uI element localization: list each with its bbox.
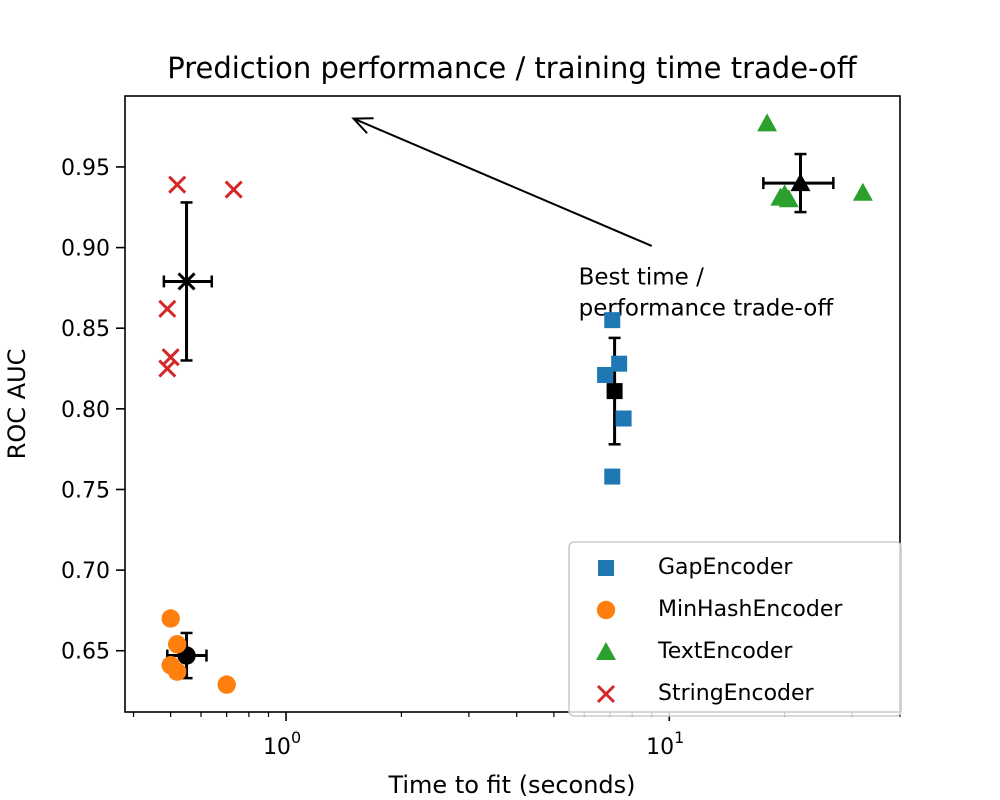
y-tick-label: 0.95 [61,156,110,181]
y-tick-label: 0.85 [61,317,110,342]
annotation-text-line: performance trade-off [579,296,835,322]
chart-title: Prediction performance / training time t… [167,51,858,85]
gapencoder-point [615,410,632,427]
stringencoder-point [158,299,177,318]
scatter-points [158,113,873,694]
gapencoder-point [604,312,621,329]
plot-area [124,95,901,713]
y-tick-label: 0.65 [61,640,110,665]
y-axis: 0.65 0.70 0.75 0.80 0.85 0.90 0.95 [61,156,125,665]
x-tick-exponent: 0 [291,728,301,747]
legend-marker-gapencoder [598,560,614,576]
textencoder-point [757,113,778,132]
annotation-arrow-line [353,117,653,247]
minhashencoder-point [161,609,180,628]
y-tick-label: 0.80 [61,398,110,423]
gapencoder-point [597,366,614,383]
gapencoder-mean-marker [606,383,623,400]
minhashencoder-point [168,662,187,681]
x-axis-label: Time to fit (seconds) [387,771,635,799]
y-tick-label: 0.70 [61,559,110,584]
legend-entry-stringencoder: StringEncoder [596,681,815,706]
annotation-arrow-head [351,117,374,134]
legend: GapEncoder MinHashEncoder TextEncoder Strin… [568,541,902,717]
legend-box [568,541,902,717]
legend-entry-minhashencoder: MinHashEncoder [596,597,843,622]
y-tick-label: 0.90 [61,237,110,262]
plot-frame [124,95,901,713]
y-tick-label: 0.75 [61,478,110,503]
legend-label-stringencoder: StringEncoder [658,681,815,706]
stringencoder-point [158,359,177,378]
stringencoder-point [224,180,243,199]
stringencoder-mean-marker [177,272,196,291]
legend-label-minhashencoder: MinHashEncoder [658,597,843,622]
y-axis-label: ROC AUC [3,349,31,460]
stringencoder-point [161,348,180,367]
annotation: Best time / performance trade-off [351,117,835,322]
gapencoder-point [611,355,628,372]
legend-label-gapencoder: GapEncoder [658,555,793,580]
legend-marker-stringencoder [596,684,616,704]
legend-entry-gapencoder: GapEncoder [598,555,793,580]
x-tick-exponent: 1 [674,728,684,747]
textencoder-point [852,182,873,201]
stringencoder-point [168,175,187,194]
minhashencoder-point [168,635,187,654]
gapencoder-point [604,468,621,485]
legend-label-textencoder: TextEncoder [657,639,793,664]
legend-entry-textencoder: TextEncoder [596,639,793,664]
legend-marker-textencoder [596,642,616,660]
textencoder-mean-marker [790,173,811,192]
legend-marker-minhashencoder [596,600,616,620]
minhashencoder-point [217,675,236,694]
textencoder-point [778,189,799,208]
annotation-text-line: Best time / [579,265,705,291]
